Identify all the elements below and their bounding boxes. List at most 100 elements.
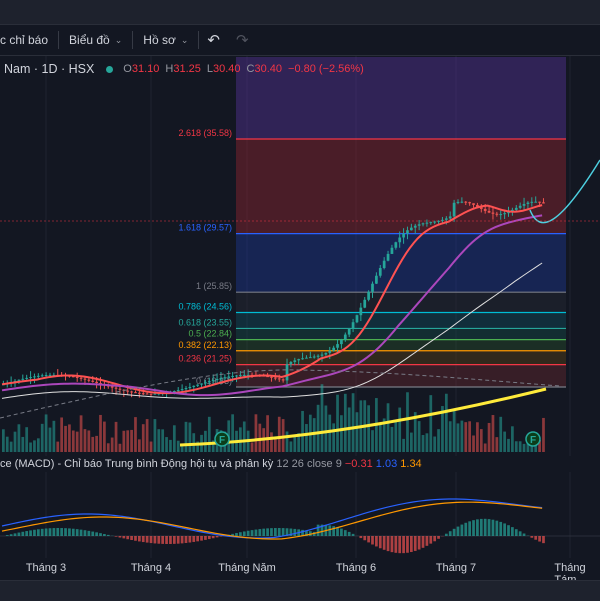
macd-histogram-bar <box>418 536 421 550</box>
price-chart[interactable]: 2.618 (35.58)1.618 (29.57)1 (25.85)0.786… <box>0 56 600 456</box>
candle-body <box>227 377 230 378</box>
macd-histogram-bar <box>45 528 48 536</box>
candle-body <box>286 364 289 380</box>
fib-level-label: 0.5 (22.84) <box>188 329 232 339</box>
macd-title[interactable]: ce (MACD) - Chỉ báo Trung bình Động hội … <box>0 458 273 470</box>
macd-histogram-bar <box>169 536 172 544</box>
macd-histogram-bar <box>95 532 98 536</box>
redo-icon[interactable]: ↷ <box>228 31 257 49</box>
candle-body <box>379 268 382 276</box>
candle-body <box>33 376 36 377</box>
symbol-title[interactable]: Nam · 1D · HSX <box>4 62 94 76</box>
candle-body <box>375 276 378 284</box>
candle-body <box>418 224 421 225</box>
profile-menu-button[interactable]: Hồ sơ ⌄ <box>133 25 198 55</box>
candle-body <box>84 379 87 380</box>
candle-body <box>282 379 285 380</box>
candle-body <box>126 391 129 392</box>
volume-bar <box>119 444 122 452</box>
macd-histogram-bar <box>18 533 21 536</box>
volume-bar <box>410 433 413 452</box>
volume-bar <box>278 417 281 452</box>
volume-bar <box>325 405 328 452</box>
volume-bar <box>25 427 28 452</box>
candle-body <box>138 393 141 394</box>
candle-body <box>422 223 425 224</box>
macd-histogram-bar <box>14 533 17 536</box>
macd-histogram-bar <box>371 536 374 544</box>
volume-bar <box>142 424 145 452</box>
volume-bar <box>449 421 452 452</box>
indicators-button[interactable]: c chỉ báo <box>0 25 58 55</box>
macd-histogram-bar <box>453 529 456 536</box>
macd-histogram-bar <box>328 525 331 536</box>
candle-body <box>196 385 199 386</box>
volume-bar <box>484 443 487 452</box>
macd-histogram-bar <box>426 536 429 546</box>
fib-zone <box>236 313 566 329</box>
macd-histogram-bar <box>484 519 487 536</box>
candle-body <box>488 211 491 213</box>
macd-histogram-bar <box>150 536 153 543</box>
profile-menu-label: Hồ sơ <box>143 33 176 47</box>
volume-bar <box>130 430 133 452</box>
candle-body <box>359 308 362 316</box>
macd-signal-value: 1.34 <box>400 458 421 470</box>
volume-bar <box>394 422 397 452</box>
candle-body <box>394 242 397 247</box>
macd-histogram-bar <box>488 519 491 536</box>
volume-bar <box>542 418 545 452</box>
macd-histogram-bar <box>507 525 510 536</box>
macd-histogram-bar <box>398 536 401 553</box>
macd-histogram-bar <box>181 536 184 543</box>
candle-body <box>29 377 32 378</box>
candle-body <box>321 355 324 356</box>
macd-histogram-bar <box>282 528 285 536</box>
macd-histogram-bar <box>492 520 495 536</box>
volume-bar <box>111 438 114 452</box>
candle-body <box>185 388 188 389</box>
candle-body <box>189 387 192 388</box>
volume-bar <box>41 424 44 452</box>
macd-pane[interactable] <box>0 472 600 558</box>
candle-body <box>223 377 226 378</box>
macd-histogram-bar <box>523 534 526 536</box>
volume-bar <box>18 424 21 452</box>
candle-body <box>336 344 339 348</box>
candle-body <box>278 378 281 379</box>
chart-toolbar: c chỉ báo Biểu đồ ⌄ Hồ sơ ⌄ ↶ ↷ <box>0 25 600 56</box>
macd-histogram-bar <box>503 523 506 536</box>
candle-body <box>534 202 537 203</box>
volume-bar <box>488 423 491 452</box>
candle-body <box>146 394 149 395</box>
candle-body <box>406 230 409 233</box>
ohlc-high: H31.25 <box>165 63 200 75</box>
macd-histogram-bar <box>519 531 522 536</box>
macd-histogram-bar <box>192 536 195 542</box>
top-strip <box>0 0 600 25</box>
candle-body <box>453 203 456 217</box>
volume-bar <box>344 394 347 452</box>
volume-bar <box>72 430 75 452</box>
volume-bar <box>445 394 448 452</box>
ohlc-low: L30.40 <box>207 63 241 75</box>
volume-bar <box>84 429 87 452</box>
candle-body <box>220 378 223 379</box>
macd-histogram-bar <box>457 527 460 536</box>
chart-menu-button[interactable]: Biểu đồ ⌄ <box>59 25 132 55</box>
volume-bar <box>266 415 269 452</box>
undo-icon[interactable]: ↶ <box>199 31 228 49</box>
fib-level-label: 0.618 (23.55) <box>178 317 232 327</box>
candle-body <box>208 381 211 382</box>
macd-histogram-bar <box>449 531 452 536</box>
macd-histogram-bar <box>293 529 296 536</box>
ohlc-close: C30.40 <box>247 63 282 75</box>
macd-histogram-bar <box>336 527 339 536</box>
macd-histogram-bar <box>157 536 160 544</box>
volume-bar <box>165 437 168 452</box>
volume-bar <box>367 405 370 452</box>
macd-histogram-bar <box>538 536 541 542</box>
candle-body <box>391 248 394 254</box>
volume-bar <box>461 421 464 452</box>
fib-zone <box>236 292 566 312</box>
